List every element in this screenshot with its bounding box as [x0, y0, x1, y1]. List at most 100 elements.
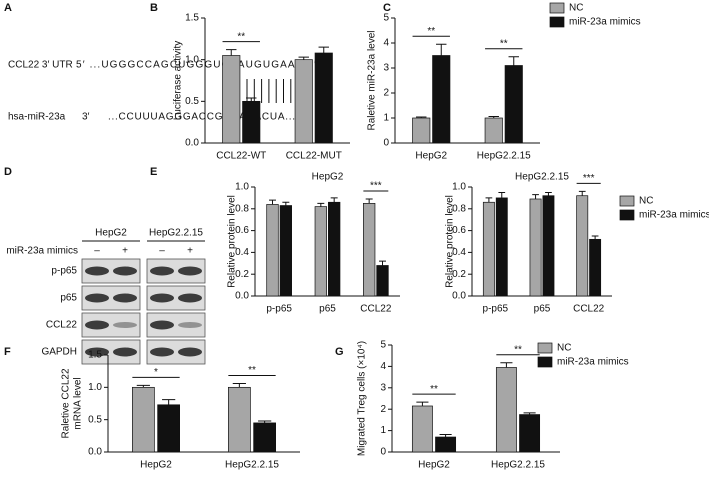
- chart-title: HepG2: [312, 172, 344, 183]
- error-bar: [136, 384, 150, 388]
- y-axis-label: Raletive CCL22: [61, 368, 72, 438]
- error-bar: [330, 197, 338, 203]
- x-tick-label: CCL22: [360, 304, 392, 315]
- y-tick-label: 1.0: [185, 54, 199, 65]
- legend-swatch: [619, 209, 635, 221]
- y-tick-label: 0.4: [235, 247, 249, 258]
- y-tick-label: 1.0: [235, 182, 249, 193]
- legend-swatch: [549, 16, 565, 28]
- bar: [294, 59, 313, 144]
- y-tick-label: 0.5: [88, 414, 102, 425]
- protein-label: p65: [60, 293, 77, 304]
- x-tick-label: HepG2.2.15: [477, 151, 531, 162]
- bar: [484, 117, 503, 144]
- y-tick-label: 0.6: [452, 225, 466, 236]
- error-bar: [545, 191, 552, 196]
- bar: [228, 386, 251, 453]
- bar: [328, 201, 341, 297]
- y-axis-label: mRNA level: [73, 377, 84, 429]
- panel-label: A: [4, 2, 12, 14]
- error-bar: [318, 46, 329, 53]
- bar: [495, 367, 517, 453]
- bar: [482, 201, 495, 297]
- bar: [432, 55, 451, 144]
- x-tick-label: p-p65: [266, 304, 292, 315]
- significance-label: ***: [370, 181, 382, 192]
- error-bar: [416, 401, 429, 406]
- y-tick-label: 0.0: [235, 291, 249, 302]
- error-bar: [258, 420, 272, 423]
- bar: [242, 100, 261, 144]
- blot-band: [150, 347, 174, 357]
- x-tick-label: CCL22-MUT: [286, 151, 342, 162]
- significance-label: *: [154, 367, 158, 378]
- blot-band: [150, 293, 174, 303]
- bar: [411, 405, 433, 453]
- bar: [435, 436, 457, 453]
- mir-label: hsa-miR-23a: [8, 112, 66, 123]
- x-tick-label: p-p65: [483, 304, 509, 315]
- blot-band: [150, 320, 174, 330]
- treatment-label: miR-23a mimics: [6, 246, 78, 257]
- lane-label: +: [122, 246, 128, 257]
- blot-band: [85, 320, 109, 330]
- cell-line-label: HepG2: [95, 228, 127, 239]
- panel-label: G: [335, 346, 344, 358]
- y-tick-label: 0.8: [452, 203, 466, 214]
- x-tick-label: p65: [534, 304, 551, 315]
- y-axis-label: Relative protein level: [445, 195, 456, 288]
- x-tick-label: HepG2.2.15: [491, 460, 545, 471]
- blot-band: [113, 266, 137, 276]
- blot-band: [85, 347, 109, 357]
- error-bar: [485, 197, 493, 203]
- bar: [529, 198, 542, 297]
- x-tick-label: HepG2: [415, 151, 447, 162]
- legend-label: miR-23a mimics: [557, 357, 629, 368]
- lane-label: –: [94, 246, 100, 257]
- legend-label: NC: [557, 343, 571, 354]
- bar: [279, 205, 292, 297]
- panel-label: E: [150, 166, 157, 178]
- y-tick-label: 3: [380, 382, 386, 393]
- significance-label: ***: [583, 173, 595, 184]
- error-bar: [162, 399, 176, 405]
- error-bar: [232, 382, 246, 388]
- x-tick-label: p65: [319, 304, 336, 315]
- error-bar: [498, 191, 506, 198]
- error-bar: [416, 116, 427, 118]
- bar: [504, 65, 523, 144]
- bar: [519, 414, 541, 453]
- blot-band: [113, 322, 137, 328]
- bar: [132, 386, 155, 453]
- blot-band: [85, 266, 109, 276]
- y-axis-label: Migrated Treg cells (×10⁴): [357, 341, 368, 456]
- y-tick-label: 2: [380, 404, 386, 415]
- x-tick-label: HepG2: [140, 460, 172, 471]
- y-tick-label: 0.0: [185, 138, 199, 149]
- legend-label: NC: [569, 3, 583, 14]
- significance-label: **: [430, 384, 438, 395]
- error-bar: [282, 201, 290, 206]
- x-tick-label: CCL22: [573, 304, 605, 315]
- legend-swatch: [549, 2, 565, 14]
- bar: [589, 238, 602, 297]
- error-bar: [500, 362, 513, 368]
- chart-title: HepG2.2.15: [515, 172, 569, 183]
- mir-sequence: ...CCUUUAGGGACCGUUACACUA...5′: [108, 112, 304, 123]
- y-tick-label: 0.6: [235, 225, 249, 236]
- error-bar: [246, 97, 257, 102]
- bar: [412, 117, 431, 144]
- significance-label: **: [237, 31, 245, 42]
- error-bar: [379, 260, 386, 266]
- legend-swatch: [537, 342, 553, 354]
- blot-band: [113, 347, 137, 357]
- y-axis-label: Relative protein level: [227, 195, 238, 288]
- protein-label: p-p65: [51, 266, 77, 277]
- y-tick-label: 1.5: [88, 350, 102, 361]
- bar: [266, 204, 279, 297]
- panel-label: F: [4, 346, 11, 358]
- error-bar: [439, 433, 452, 438]
- y-tick-label: 0.8: [235, 203, 249, 214]
- error-bar: [365, 198, 373, 204]
